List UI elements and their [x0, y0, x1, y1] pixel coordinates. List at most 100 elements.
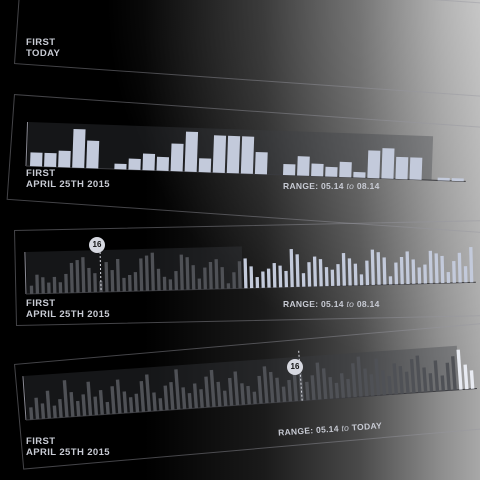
- chart-bar[interactable]: [428, 373, 434, 392]
- chart-bar[interactable]: [283, 163, 296, 176]
- chart-bar[interactable]: [169, 381, 175, 410]
- chart-bar[interactable]: [353, 171, 366, 178]
- chart-bar[interactable]: [174, 369, 181, 410]
- chart-bar[interactable]: [133, 272, 138, 292]
- chart-bar[interactable]: [240, 136, 255, 174]
- chart-bar[interactable]: [179, 254, 184, 290]
- chart-bar[interactable]: [440, 255, 445, 284]
- chart-bar[interactable]: [93, 273, 97, 293]
- chart-bar[interactable]: [409, 358, 416, 393]
- chart-bar[interactable]: [134, 393, 140, 413]
- chart-bar[interactable]: [72, 129, 86, 169]
- chart-bar[interactable]: [262, 366, 269, 404]
- chart-bar[interactable]: [35, 274, 40, 294]
- chart-bar[interactable]: [220, 267, 225, 289]
- chart-bar[interactable]: [254, 151, 268, 175]
- chart-bar[interactable]: [233, 371, 240, 406]
- chart-bar[interactable]: [226, 283, 231, 289]
- chart-bar[interactable]: [249, 266, 254, 289]
- chart-bar[interactable]: [122, 277, 126, 292]
- chart-bar[interactable]: [110, 269, 115, 292]
- chart-bar[interactable]: [311, 163, 324, 177]
- chart-bar[interactable]: [423, 264, 428, 284]
- chart-bar[interactable]: [170, 143, 184, 172]
- panel-3-chart[interactable]: [22, 345, 477, 421]
- chart-bar[interactable]: [257, 375, 263, 404]
- chart-bar[interactable]: [445, 362, 451, 391]
- chart-bar[interactable]: [81, 394, 87, 417]
- chart-bar[interactable]: [289, 248, 294, 288]
- chart-bar[interactable]: [152, 392, 157, 412]
- chart-bar[interactable]: [203, 267, 207, 290]
- chart-bar[interactable]: [252, 391, 257, 405]
- chart-bar[interactable]: [168, 279, 173, 291]
- chart-bar[interactable]: [58, 150, 71, 168]
- chart-bar[interactable]: [417, 267, 422, 284]
- chart-bar[interactable]: [312, 256, 318, 287]
- chart-bar[interactable]: [208, 261, 213, 290]
- chart-bar[interactable]: [451, 178, 464, 182]
- chart-bar[interactable]: [433, 360, 440, 392]
- chart-bar[interactable]: [295, 254, 300, 287]
- chart-bar[interactable]: [469, 370, 475, 389]
- chart-bar[interactable]: [75, 400, 81, 417]
- chart-bar[interactable]: [64, 273, 69, 293]
- chart-bar[interactable]: [47, 282, 51, 294]
- chart-bar[interactable]: [463, 266, 468, 283]
- chart-bar[interactable]: [52, 405, 57, 419]
- chart-bar[interactable]: [163, 385, 169, 411]
- chart-bar[interactable]: [452, 261, 456, 283]
- chart-bar[interactable]: [365, 260, 370, 286]
- chart-bar[interactable]: [261, 271, 265, 288]
- chart-bar[interactable]: [469, 247, 474, 283]
- chart-bar[interactable]: [305, 381, 310, 401]
- chart-bar[interactable]: [292, 367, 298, 402]
- chart-bar[interactable]: [144, 255, 150, 291]
- chart-bar[interactable]: [58, 399, 63, 418]
- chart-bar[interactable]: [272, 263, 277, 288]
- chart-bar[interactable]: [325, 166, 338, 177]
- chart-bar[interactable]: [139, 380, 146, 412]
- chart-bar[interactable]: [243, 258, 248, 289]
- chart-bar[interactable]: [156, 156, 170, 171]
- chart-bar[interactable]: [363, 368, 369, 397]
- chart-bar[interactable]: [29, 285, 34, 294]
- chart-bar[interactable]: [191, 265, 196, 290]
- chart-bar[interactable]: [75, 260, 80, 293]
- chart-bar[interactable]: [463, 364, 469, 390]
- chart-bar[interactable]: [156, 268, 161, 291]
- chart-bar[interactable]: [128, 158, 141, 170]
- chart-bar[interactable]: [339, 373, 346, 398]
- chart-bar[interactable]: [321, 368, 328, 400]
- chart-bar[interactable]: [122, 391, 128, 414]
- chart-bar[interactable]: [104, 261, 109, 292]
- chart-bar[interactable]: [339, 161, 352, 178]
- chart-bar[interactable]: [346, 378, 351, 398]
- panel-2-marker[interactable]: 16: [89, 237, 105, 253]
- chart-bar[interactable]: [52, 276, 57, 294]
- chart-bar[interactable]: [128, 274, 132, 292]
- chart-bar[interactable]: [187, 393, 193, 409]
- chart-bar[interactable]: [62, 380, 69, 418]
- chart-bar[interactable]: [415, 355, 422, 393]
- chart-bar[interactable]: [440, 375, 446, 391]
- chart-bar[interactable]: [388, 276, 393, 285]
- chart-bar[interactable]: [34, 397, 40, 420]
- panel-3-marker[interactable]: 16: [287, 359, 303, 375]
- chart-bar[interactable]: [347, 258, 352, 286]
- chart-bar[interactable]: [115, 258, 121, 292]
- chart-bar[interactable]: [394, 262, 399, 285]
- chart-bar[interactable]: [93, 396, 99, 416]
- chart-bar[interactable]: [404, 371, 410, 394]
- chart-bar[interactable]: [268, 371, 275, 403]
- chart-bar[interactable]: [181, 387, 187, 410]
- chart-bar[interactable]: [150, 252, 155, 291]
- chart-bar[interactable]: [381, 370, 387, 396]
- chart-bar[interactable]: [336, 264, 341, 286]
- chart-bar[interactable]: [405, 251, 410, 285]
- chart-bar[interactable]: [301, 273, 306, 287]
- chart-bar[interactable]: [387, 375, 393, 395]
- chart-bar[interactable]: [359, 274, 364, 286]
- chart-bar[interactable]: [227, 377, 234, 406]
- chart-bar[interactable]: [297, 156, 310, 176]
